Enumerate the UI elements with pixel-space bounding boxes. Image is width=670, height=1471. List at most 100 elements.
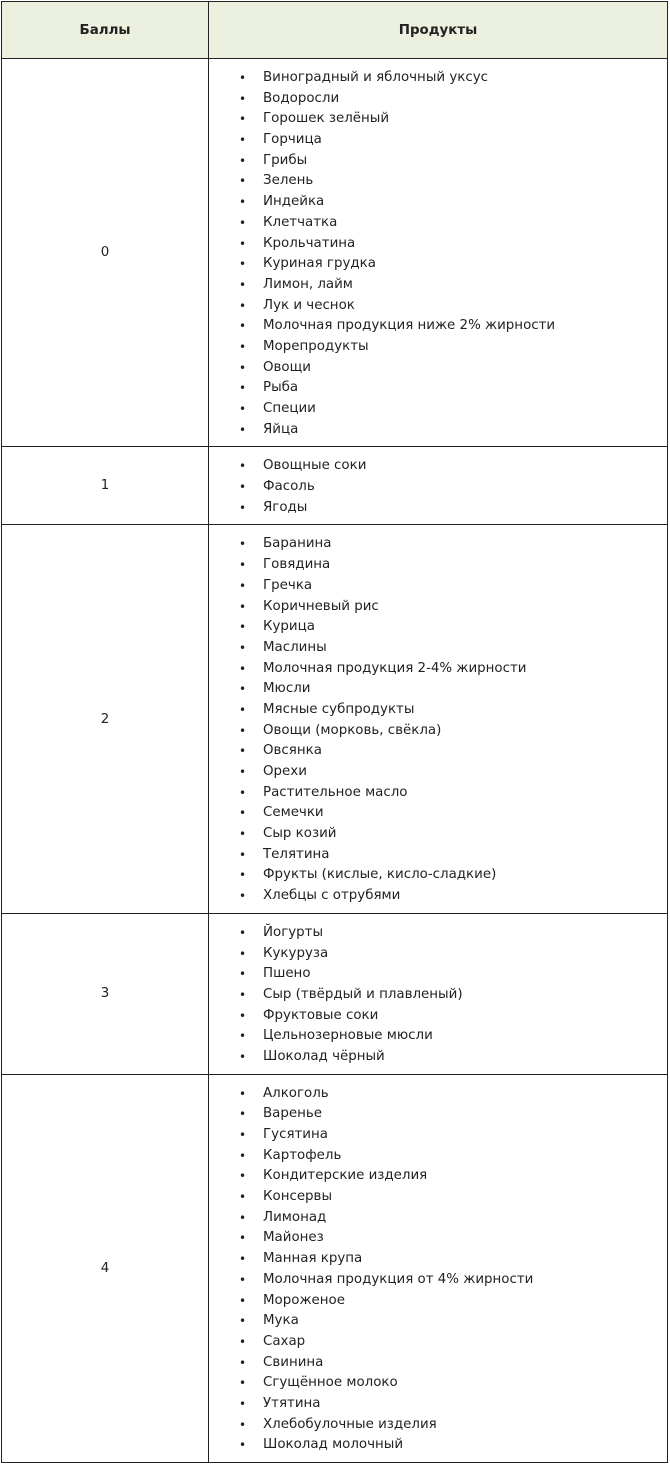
product-name: Лимон, лайм (263, 276, 353, 292)
product-name: Фрукты (кислые, кисло-сладкие) (263, 867, 497, 883)
list-item: • Рыба (209, 378, 667, 399)
product-name: Йогурты (263, 924, 324, 940)
bullet-icon: • (239, 133, 247, 148)
list-item: • Фасоль (209, 477, 667, 498)
list-item: • Хлебобулочные изделия (209, 1415, 667, 1436)
list-item: • Горошек зелёный (209, 109, 667, 130)
list-item: • Сахар (209, 1332, 667, 1353)
product-name: Сыр козий (263, 826, 337, 842)
bullet-icon: • (239, 1272, 247, 1287)
bullet-icon: • (239, 1396, 247, 1411)
products-cell: • Алкоголь • Варенье • Гусятина • Картофель • Кон… (208, 1073, 668, 1464)
bullet-icon: • (239, 537, 247, 552)
list-item: • Пшено (209, 964, 667, 985)
bullet-icon: • (239, 422, 247, 437)
list-item: • Сгущённое молоко (209, 1373, 667, 1394)
product-name: Горчица (263, 132, 322, 148)
product-name: Водоросли (263, 90, 340, 106)
list-item: • Овсянка (209, 741, 667, 762)
product-name: Баранина (263, 536, 332, 552)
product-name: Телятина (263, 846, 330, 862)
product-list: • Виноградный и яблочный уксус • Водоросли •… (209, 68, 667, 440)
product-name: Коричневый рис (263, 598, 379, 614)
list-item: • Йогурты (209, 923, 667, 944)
bullet-icon: • (239, 1169, 247, 1184)
bullet-icon: • (239, 682, 247, 697)
bullet-icon: • (239, 1417, 247, 1432)
bullet-icon: • (239, 1314, 247, 1329)
list-item: • Молочная продукция от 4% жирности (209, 1270, 667, 1291)
product-name: Семечки (263, 805, 324, 821)
product-name: Свинина (263, 1354, 324, 1370)
bullet-icon: • (239, 1049, 247, 1064)
list-item: • Курица (209, 617, 667, 638)
list-item: • Морепродукты (209, 337, 667, 358)
product-name: Сгущённое молоко (263, 1375, 398, 1391)
bullet-icon: • (239, 827, 247, 842)
bullet-icon: • (239, 1376, 247, 1391)
products-cell: • Баранина • Говядина • Гречка • Коричневый рис… (208, 524, 668, 914)
bullet-icon: • (239, 1355, 247, 1370)
product-name: Говядина (263, 557, 331, 573)
bullet-icon: • (239, 1148, 247, 1163)
product-name: Молочная продукция от 4% жирности (263, 1271, 534, 1287)
bullet-icon: • (239, 153, 247, 168)
product-name: Мясные субпродукты (263, 701, 415, 717)
product-name: Кондитерские изделия (263, 1168, 428, 1184)
list-item: • Лимон, лайм (209, 275, 667, 296)
list-item: • Водоросли (209, 89, 667, 110)
bullet-icon: • (239, 381, 247, 396)
product-name: Клетчатка (263, 214, 338, 230)
product-name: Фруктовые соки (263, 1007, 379, 1023)
bullet-icon: • (239, 946, 247, 961)
score-cell: 0 (1, 57, 209, 448)
product-name: Грибы (263, 152, 308, 168)
list-item: • Фрукты (кислые, кисло-сладкие) (209, 865, 667, 886)
products-cell: • Овощные соки • Фасоль • Ягоды (208, 446, 668, 526)
product-name: Орехи (263, 764, 307, 779)
list-item: • Телятина (209, 845, 667, 866)
list-item: • Индейка (209, 192, 667, 213)
product-list: • Йогурты • Кукуруза • Пшено • Сыр (твёрдый и п… (209, 923, 667, 1068)
product-name: Картофель (263, 1147, 342, 1163)
bullet-icon: • (239, 215, 247, 230)
list-item: • Картофель (209, 1146, 667, 1167)
product-name: Хлебцы с отрубями (263, 888, 401, 904)
list-item: • Консервы (209, 1187, 667, 1208)
bullet-icon: • (239, 319, 247, 334)
product-name: Шоколад молочный (263, 1437, 404, 1453)
bullet-icon: • (239, 257, 247, 272)
list-item: • Специи (209, 399, 667, 420)
list-item: • Маслины (209, 638, 667, 659)
list-item: • Цельнозерновые мюсли (209, 1026, 667, 1047)
bullet-icon: • (239, 765, 247, 779)
product-name: Манная крупа (263, 1251, 363, 1267)
bullet-icon: • (239, 1210, 247, 1225)
product-name: Курица (263, 619, 315, 635)
bullet-icon: • (239, 578, 247, 593)
list-item: • Молочная продукция ниже 2% жирности (209, 316, 667, 337)
bullet-icon: • (239, 195, 247, 210)
list-item: • Орехи (209, 762, 667, 783)
bullet-icon: • (239, 599, 247, 614)
list-item: • Алкоголь (209, 1084, 667, 1105)
product-name: Мюсли (263, 681, 311, 697)
list-item: • Майонез (209, 1228, 667, 1249)
bullet-icon: • (239, 459, 247, 474)
list-item: • Кукуруза (209, 944, 667, 965)
bullet-icon: • (239, 785, 247, 800)
list-item: • Куриная грудка (209, 254, 667, 275)
table-row: 2 • Баранина • Говядина • Гречка • Коричневый ри… (1, 524, 668, 914)
product-name: Горошек зелёный (263, 111, 390, 127)
list-item: • Молочная продукция 2-4% жирности (209, 659, 667, 680)
product-name: Лук и чеснок (263, 297, 355, 313)
product-list: • Баранина • Говядина • Гречка • Коричневый рис… (209, 534, 667, 906)
list-item: • Баранина (209, 534, 667, 555)
bullet-icon: • (239, 702, 247, 717)
product-name: Алкоголь (263, 1085, 329, 1101)
bullet-icon: • (239, 402, 247, 416)
product-list: • Овощные соки • Фасоль • Ягоды (209, 456, 667, 518)
list-item: • Фруктовые соки (209, 1006, 667, 1027)
product-name: Сыр (твёрдый и плавленый) (263, 986, 463, 1002)
